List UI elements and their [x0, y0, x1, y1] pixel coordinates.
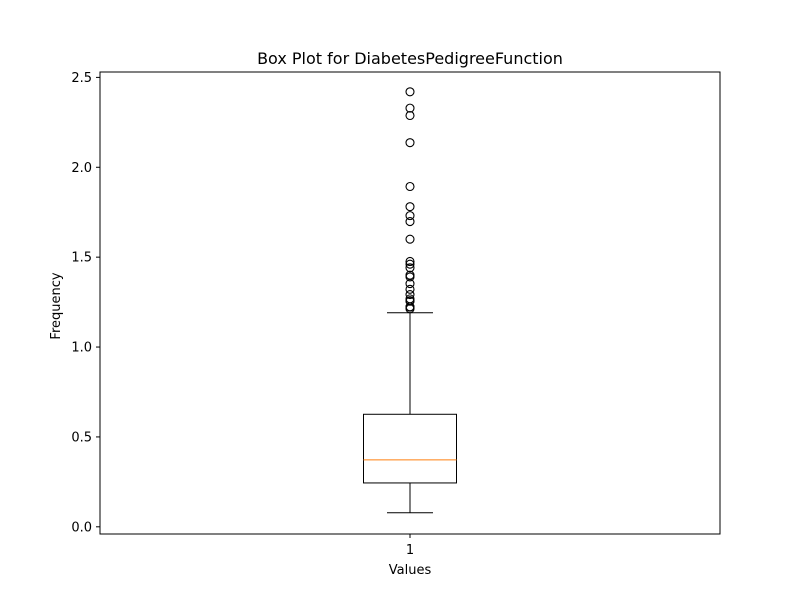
box-plot-series — [363, 312, 457, 514]
plot-area-frame — [99, 71, 721, 535]
x-tick-label: 1 — [406, 543, 414, 558]
y-tick-label: 2.5 — [71, 71, 92, 86]
outlier-point — [405, 110, 415, 121]
outlier-points — [405, 87, 415, 314]
outlier-point — [405, 217, 415, 227]
y-axis-ticks: 0.0 0.5 1.0 1.5 2.0 2.5 — [71, 71, 100, 535]
y-axis-label: Frequency — [49, 272, 64, 339]
outlier-point — [405, 290, 415, 300]
x-axis-label: Values — [389, 563, 432, 578]
outlier-point — [405, 181, 415, 192]
y-tick-label: 1.5 — [71, 251, 92, 266]
outlier-point — [405, 202, 415, 212]
outlier-point — [405, 284, 415, 294]
outlier-point — [405, 103, 415, 113]
y-tick-label: 2.0 — [71, 161, 92, 176]
outlier-point — [405, 234, 415, 244]
outlier-point — [405, 270, 415, 280]
outlier-point — [405, 304, 415, 314]
outlier-point — [405, 138, 415, 148]
outlier-point — [405, 279, 415, 289]
outlier-point — [405, 256, 415, 267]
x-axis-ticks: 1 — [406, 534, 414, 558]
y-tick-label: 1.0 — [71, 341, 92, 356]
interquartile-box — [363, 413, 457, 484]
outlier-point — [405, 211, 415, 221]
outlier-point — [405, 259, 415, 269]
y-tick-label: 0.0 — [71, 520, 92, 535]
outlier-point — [405, 272, 415, 282]
outlier-point — [405, 87, 415, 97]
y-tick-label: 0.5 — [71, 430, 92, 445]
chart-title: Box Plot for DiabetesPedigreeFunction — [257, 49, 563, 68]
outlier-point — [405, 263, 415, 273]
